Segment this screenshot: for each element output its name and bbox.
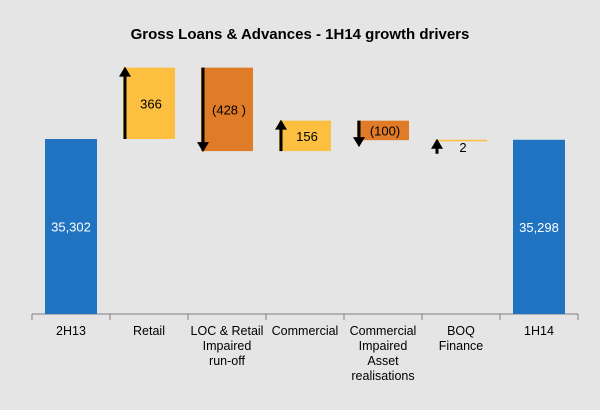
chart-title: Gross Loans & Advances - 1H14 growth dri…	[131, 26, 470, 43]
chart-marks: 35,302 2H13 366 Retail (428 ) LOC & Retail Imp…	[31, 66, 579, 383]
data-label: (100)	[370, 123, 400, 138]
arrow-head-icon	[197, 142, 209, 153]
x-tick-label: LOC & Retail Impaired run-off	[191, 324, 264, 368]
increase-bar	[435, 139, 487, 142]
data-label: 35,298	[519, 220, 559, 235]
x-tick-label: Retail	[133, 324, 165, 338]
total-bar	[45, 139, 97, 314]
data-label: 156	[296, 129, 318, 144]
increase-bar	[279, 120, 331, 152]
data-label: 2	[459, 140, 466, 155]
data-label: 35,302	[51, 220, 91, 235]
decrease-bar	[201, 67, 253, 152]
increase-bar	[123, 67, 175, 139]
arrow-head-icon	[275, 119, 287, 130]
x-tick-label: Commercial Impaired Asset realisations	[350, 324, 417, 383]
data-label: (428 )	[212, 102, 246, 117]
x-tick-label: BOQ Finance	[439, 324, 484, 353]
arrow-head-icon	[119, 66, 131, 77]
x-tick-label: 2H13	[56, 324, 86, 338]
arrow-head-icon	[353, 137, 365, 148]
data-label: 366	[140, 96, 162, 111]
arrow-head-icon	[431, 138, 443, 149]
x-tick-label: Commercial	[272, 324, 339, 338]
total-bar	[513, 139, 565, 314]
decrease-bar	[357, 120, 409, 141]
x-tick-label: 1H14	[524, 324, 554, 338]
